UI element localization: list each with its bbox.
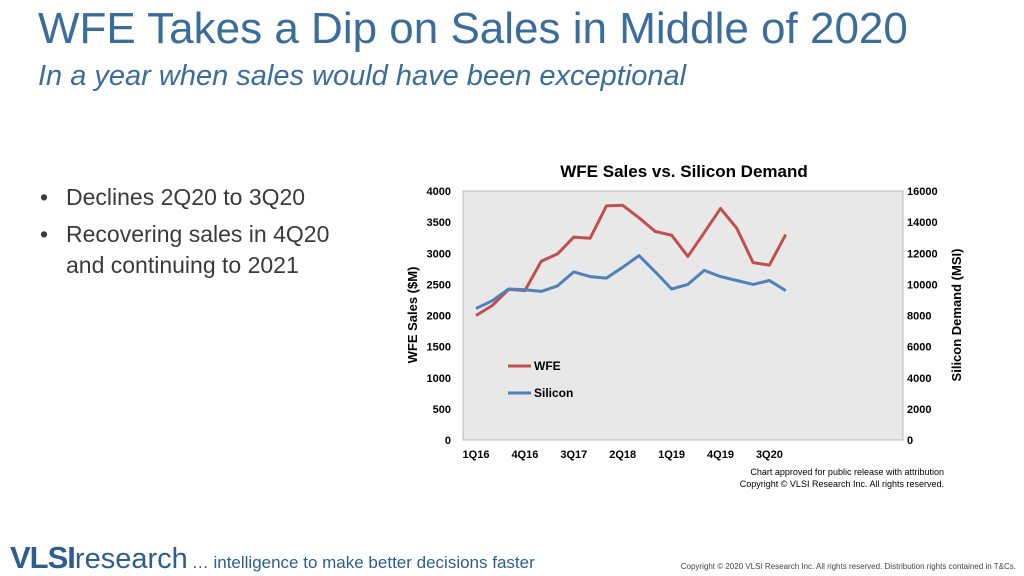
y-tick-label: 2000 <box>427 311 451 323</box>
y-tick-label: 1000 <box>427 373 451 385</box>
x-tick-label: 1Q16 <box>463 449 490 461</box>
y-tick-label: 1500 <box>427 342 451 354</box>
y2-axis-label: Silicon Demand (MSI) <box>949 249 964 382</box>
vlsi-research-logo: VLSIresearch… intelligence to make bette… <box>10 540 535 576</box>
y-tick-label: 500 <box>433 404 451 416</box>
x-tick-label: 4Q19 <box>707 449 734 461</box>
y2-tick-label: 6000 <box>907 342 931 354</box>
bullet-item: Declines 2Q20 to 3Q20 <box>40 182 370 213</box>
x-tick-label: 2Q18 <box>609 449 636 461</box>
y2-tick-label: 14000 <box>907 217 938 229</box>
y-tick-label: 3500 <box>427 217 451 229</box>
y2-tick-label: 12000 <box>907 248 938 260</box>
bullet-list: Declines 2Q20 to 3Q20 Recovering sales i… <box>40 182 370 287</box>
x-tick-label: 3Q17 <box>560 449 587 461</box>
y-tick-label: 3000 <box>427 248 451 260</box>
slide-title: WFE Takes a Dip on Sales in Middle of 20… <box>38 4 908 53</box>
y2-tick-label: 2000 <box>907 404 931 416</box>
y2-tick-label: 8000 <box>907 311 931 323</box>
y2-tick-label: 0 <box>907 435 913 447</box>
y-axis-label: WFE Sales ($M) <box>405 267 420 364</box>
legend-label: Silicon <box>534 386 573 400</box>
plot-area <box>462 190 904 441</box>
logo-bold-text: VLSI <box>10 540 76 575</box>
logo-light-text: research <box>74 543 188 575</box>
series-line-silicon <box>475 254 787 310</box>
chart-note-approval: Chart approved for public release with a… <box>750 467 944 477</box>
y2-tick-label: 16000 <box>907 186 938 198</box>
chart-note-copyright: Copyright © VLSI Research Inc. All right… <box>740 479 944 489</box>
y-tick-label: 2500 <box>427 279 451 291</box>
y-tick-label: 4000 <box>427 186 451 198</box>
x-tick-label: 4Q16 <box>511 449 538 461</box>
y2-tick-label: 4000 <box>907 373 931 385</box>
slide-subtitle: In a year when sales would have been exc… <box>38 60 687 92</box>
x-tick-label: 3Q20 <box>756 449 783 461</box>
footer-copyright: Copyright © 2020 VLSI Research Inc. All … <box>680 562 1016 571</box>
series-line-wfe <box>475 203 788 317</box>
y-tick-label: 0 <box>445 435 451 447</box>
legend-label: WFE <box>534 359 561 373</box>
tagline: … intelligence to make better decisions … <box>191 553 535 572</box>
bullet-item: Recovering sales in 4Q20 and continuing … <box>40 219 370 281</box>
y2-tick-label: 10000 <box>907 279 938 291</box>
chart-title: WFE Sales vs. Silicon Demand <box>560 162 808 181</box>
x-tick-label: 1Q19 <box>658 449 685 461</box>
